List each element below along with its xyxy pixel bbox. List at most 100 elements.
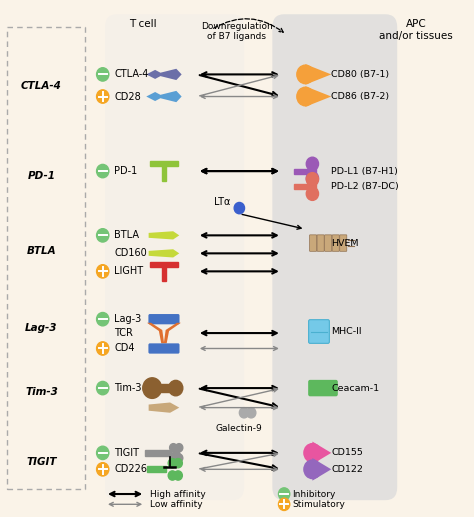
Circle shape: [297, 87, 314, 106]
Text: Ceacam-1: Ceacam-1: [331, 384, 379, 392]
FancyBboxPatch shape: [317, 235, 324, 251]
Polygon shape: [149, 249, 179, 257]
Circle shape: [97, 463, 109, 476]
Text: Downregulation
of B7 ligands: Downregulation of B7 ligands: [201, 22, 273, 41]
Polygon shape: [147, 323, 181, 343]
Text: CD160: CD160: [115, 248, 147, 258]
Text: TIGIT: TIGIT: [115, 448, 139, 458]
Circle shape: [143, 378, 162, 399]
FancyBboxPatch shape: [105, 14, 244, 500]
Circle shape: [174, 471, 182, 480]
Text: PD-L1 (B7-H1): PD-L1 (B7-H1): [331, 166, 398, 176]
FancyBboxPatch shape: [273, 14, 397, 500]
Polygon shape: [149, 231, 179, 239]
Text: PD-L2 (B7-DC): PD-L2 (B7-DC): [331, 182, 399, 191]
FancyBboxPatch shape: [308, 380, 338, 397]
Text: LIGHT: LIGHT: [115, 266, 144, 277]
Polygon shape: [293, 184, 310, 189]
Circle shape: [278, 498, 290, 510]
Text: BTLA: BTLA: [115, 231, 139, 240]
Circle shape: [306, 157, 319, 171]
Text: Lag-3: Lag-3: [115, 314, 142, 324]
Text: CD122: CD122: [331, 465, 363, 474]
Circle shape: [306, 173, 319, 186]
Circle shape: [239, 407, 249, 418]
Text: Lag-3: Lag-3: [25, 323, 58, 333]
Circle shape: [174, 459, 182, 468]
Circle shape: [175, 454, 183, 462]
Text: TCR: TCR: [115, 328, 133, 338]
Circle shape: [97, 312, 109, 326]
Circle shape: [297, 65, 314, 84]
Circle shape: [170, 454, 177, 462]
Text: High affinity: High affinity: [150, 490, 206, 498]
Circle shape: [246, 407, 256, 418]
Circle shape: [168, 471, 177, 480]
Circle shape: [175, 444, 183, 452]
FancyBboxPatch shape: [310, 235, 317, 251]
Polygon shape: [305, 86, 331, 107]
Text: CD86 (B7-2): CD86 (B7-2): [331, 92, 389, 101]
Polygon shape: [147, 466, 166, 473]
Circle shape: [168, 459, 177, 468]
Text: CD155: CD155: [331, 448, 363, 458]
Circle shape: [97, 229, 109, 242]
Text: Stimulatory: Stimulatory: [292, 500, 345, 509]
Circle shape: [306, 172, 319, 185]
Text: CD226: CD226: [115, 464, 147, 474]
Circle shape: [97, 382, 109, 395]
Circle shape: [304, 460, 321, 479]
Circle shape: [234, 203, 245, 214]
Circle shape: [97, 265, 109, 278]
Polygon shape: [309, 164, 316, 178]
Polygon shape: [149, 402, 179, 413]
Polygon shape: [150, 262, 178, 267]
Circle shape: [97, 90, 109, 103]
Polygon shape: [293, 169, 310, 174]
Polygon shape: [155, 385, 173, 392]
Polygon shape: [162, 166, 166, 181]
Circle shape: [304, 444, 321, 462]
FancyBboxPatch shape: [325, 235, 332, 251]
Circle shape: [97, 446, 109, 460]
Circle shape: [306, 187, 319, 201]
FancyBboxPatch shape: [309, 320, 329, 343]
Circle shape: [278, 488, 290, 500]
Polygon shape: [305, 64, 331, 85]
Polygon shape: [162, 267, 166, 281]
Text: TIGIT: TIGIT: [26, 457, 57, 467]
Text: Tim-3: Tim-3: [115, 383, 142, 393]
Circle shape: [170, 444, 177, 452]
Text: Galectin-9: Galectin-9: [216, 424, 263, 433]
Polygon shape: [312, 458, 331, 481]
Polygon shape: [146, 91, 182, 102]
Polygon shape: [145, 450, 171, 456]
Circle shape: [97, 68, 109, 81]
Text: Inhibitory: Inhibitory: [292, 490, 336, 498]
FancyBboxPatch shape: [332, 235, 339, 251]
Circle shape: [97, 164, 109, 178]
Polygon shape: [146, 69, 182, 80]
Text: Low affinity: Low affinity: [150, 500, 202, 509]
Circle shape: [169, 381, 183, 396]
FancyBboxPatch shape: [148, 314, 180, 324]
Circle shape: [173, 450, 180, 459]
FancyBboxPatch shape: [148, 343, 180, 354]
Text: CD4: CD4: [115, 343, 135, 354]
Polygon shape: [150, 161, 178, 166]
Polygon shape: [309, 179, 316, 194]
FancyBboxPatch shape: [340, 235, 347, 251]
Text: CTLA-4: CTLA-4: [115, 69, 149, 80]
Text: APC
and/or tissues: APC and/or tissues: [379, 19, 453, 41]
Text: Tim-3: Tim-3: [25, 387, 58, 397]
Text: BTLA: BTLA: [27, 246, 56, 256]
Text: LTα: LTα: [214, 197, 230, 207]
Text: HVEM: HVEM: [331, 238, 359, 248]
Text: CD80 (B7-1): CD80 (B7-1): [331, 70, 389, 79]
Circle shape: [97, 342, 109, 355]
Text: CTLA-4: CTLA-4: [21, 81, 62, 91]
Text: MHC-II: MHC-II: [331, 327, 362, 336]
Polygon shape: [312, 442, 331, 464]
FancyArrowPatch shape: [213, 19, 283, 32]
Text: PD-1: PD-1: [115, 166, 138, 176]
